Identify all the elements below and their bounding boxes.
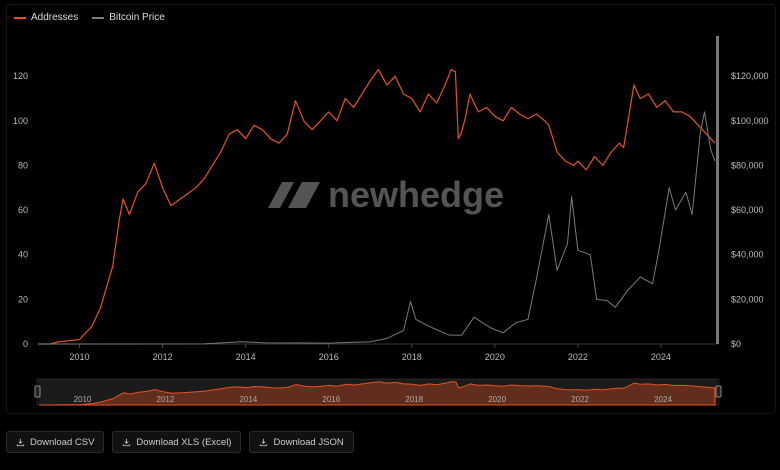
download-json-label: Download JSON <box>273 436 344 448</box>
legend-swatch-bitcoin-price <box>92 16 105 19</box>
download-icon <box>260 438 268 446</box>
series-line-addresses <box>38 68 716 345</box>
legend-item-bitcoin-price[interactable]: Bitcoin Price <box>92 12 165 23</box>
y-left-tick-label-120: 120 <box>13 71 28 81</box>
navigator-series-area <box>39 381 716 406</box>
x-tick-label-2024: 2024 <box>651 352 671 362</box>
navigator-tick-label-2020: 2020 <box>488 395 506 404</box>
legend-swatch-addresses <box>14 16 26 19</box>
download-xls-label: Download XLS (Excel) <box>136 436 232 448</box>
x-tick-label-2020: 2020 <box>485 352 505 362</box>
download-buttons: Download CSV Download XLS (Excel) Downlo… <box>6 431 354 453</box>
navigator-handle-left[interactable] <box>34 385 41 398</box>
download-icon <box>16 438 25 446</box>
y-left-tick-label-100: 100 <box>13 116 28 126</box>
navigator-tick-label-2018: 2018 <box>405 395 423 404</box>
chart-svg: newhedge 2010 2012 2014 2016 2018 2020 2022 202… <box>13 36 769 406</box>
y-right-tick-label-3: $60,000 <box>731 205 764 215</box>
range-navigator[interactable]: 2010 2012 2014 2016 2018 2020 2022 2024 <box>34 378 722 406</box>
navigator-tick-label-2016: 2016 <box>322 395 340 404</box>
x-tick-label-2012: 2012 <box>153 352 173 362</box>
download-json-button[interactable]: Download JSON <box>249 431 354 453</box>
navigator-tick-label-2024: 2024 <box>654 395 672 404</box>
legend-label-addresses: Addresses <box>31 12 79 23</box>
y-right-tick-label-0: $0 <box>731 339 741 349</box>
y-left-tick-label-40: 40 <box>18 250 28 260</box>
download-icon <box>123 438 131 446</box>
download-csv-button[interactable]: Download CSV <box>6 431 105 453</box>
navigator-tick-label-2010: 2010 <box>74 395 92 404</box>
download-xls-button[interactable]: Download XLS (Excel) <box>112 431 242 453</box>
y-left-tick-label-80: 80 <box>18 160 28 170</box>
download-csv-label: Download CSV <box>30 436 95 448</box>
navigator-tick-label-2014: 2014 <box>239 395 257 404</box>
chart-legend: Addresses Bitcoin Price <box>14 12 165 23</box>
y-right-tick-label-6: $120,000 <box>731 71 769 81</box>
navigator-handle-right[interactable] <box>715 385 722 398</box>
x-tick-label-2010: 2010 <box>70 352 90 362</box>
newhedge-logo-icon <box>268 182 320 208</box>
y-right-tick-label-5: $100,000 <box>731 116 769 126</box>
y-right-tick-label-1: $20,000 <box>731 294 764 304</box>
y-left-tick-label-20: 20 <box>18 294 28 304</box>
x-tick-label-2018: 2018 <box>402 352 422 362</box>
y-left-tick-label-60: 60 <box>18 205 28 215</box>
navigator-selection[interactable] <box>39 379 717 405</box>
y-right-tick-label-2: $40,000 <box>731 250 764 260</box>
chart-panel <box>6 4 776 414</box>
series-line-bitcoin-price <box>37 111 716 345</box>
legend-label-bitcoin-price: Bitcoin Price <box>109 12 165 23</box>
x-tick-label-2022: 2022 <box>568 352 588 362</box>
y-right-tick-label-4: $80,000 <box>731 160 764 170</box>
navigator-tick-label-2022: 2022 <box>571 395 589 404</box>
legend-item-addresses[interactable]: Addresses <box>14 12 78 23</box>
navigator-tick-label-2012: 2012 <box>157 395 175 404</box>
crosshair-cursor-line[interactable] <box>716 36 719 344</box>
y-left-tick-label-0: 0 <box>23 339 28 349</box>
watermark-text: newhedge <box>328 174 504 215</box>
x-tick-label-2016: 2016 <box>319 352 339 362</box>
x-tick-label-2014: 2014 <box>236 352 256 362</box>
watermark: newhedge <box>268 174 504 215</box>
